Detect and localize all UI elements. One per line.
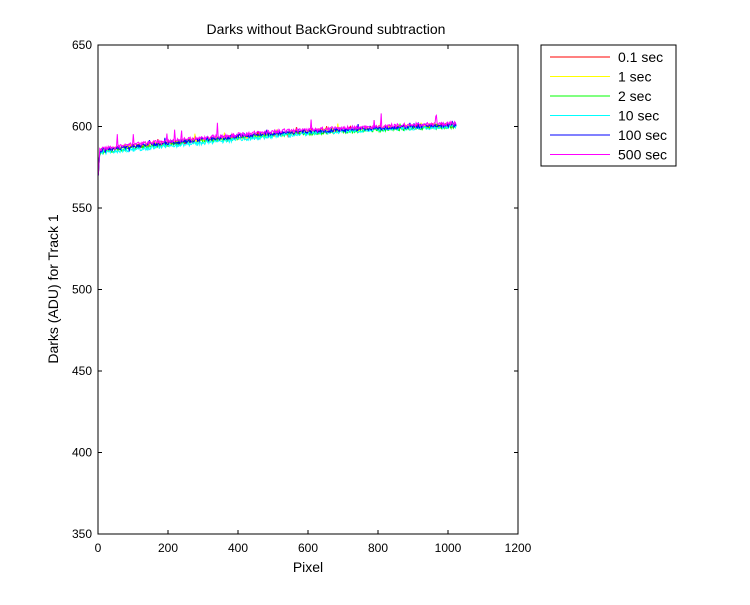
legend-label: 10 sec — [618, 108, 659, 124]
x-tick-label: 400 — [228, 541, 248, 555]
plot-lines — [97, 113, 457, 176]
y-tick-label: 450 — [72, 364, 92, 378]
legend-box — [540, 44, 677, 167]
y-tick-label: 500 — [72, 283, 92, 297]
legend-label: 500 sec — [618, 147, 667, 163]
legend-label: 0.1 sec — [618, 49, 663, 65]
x-tick-label: 200 — [158, 541, 178, 555]
x-axis-label: Pixel — [293, 559, 323, 575]
chart-title: Darks without BackGround subtraction — [207, 21, 446, 37]
legend-label: 100 sec — [618, 127, 667, 143]
y-axis-label: Darks (ADU) for Track 1 — [45, 214, 61, 364]
y-tick-label: 350 — [72, 527, 92, 541]
legend-label: 1 sec — [618, 69, 651, 85]
y-tick-label: 650 — [72, 38, 92, 52]
series-line-500-sec — [97, 113, 457, 176]
legend: 0.1 sec 1 sec 2 sec 10 sec 100 sec 500 sec — [540, 44, 677, 167]
x-axis: 0 200 400 600 800 1000 1200 — [95, 45, 532, 555]
y-tick-label: 600 — [72, 120, 92, 134]
legend-label: 2 sec — [618, 88, 651, 104]
y-tick-label: 400 — [72, 446, 92, 460]
x-tick-label: 800 — [368, 541, 388, 555]
y-axis: 350 400 450 500 550 600 650 — [72, 38, 518, 541]
x-tick-label: 0 — [95, 541, 102, 555]
x-tick-label: 1000 — [435, 541, 462, 555]
x-tick-label: 1200 — [505, 541, 532, 555]
x-tick-label: 600 — [298, 541, 318, 555]
y-tick-label: 550 — [72, 201, 92, 215]
